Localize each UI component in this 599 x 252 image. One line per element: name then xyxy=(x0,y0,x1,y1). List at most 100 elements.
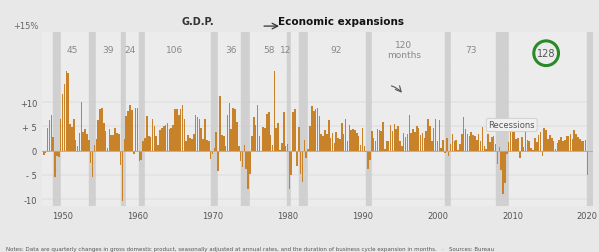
Bar xyxy=(266,115,268,151)
Bar xyxy=(140,33,145,71)
Bar xyxy=(274,71,275,151)
Bar xyxy=(145,33,211,71)
Bar xyxy=(206,140,208,151)
Bar xyxy=(49,121,50,151)
Bar xyxy=(452,134,453,151)
Bar xyxy=(285,147,286,151)
Bar xyxy=(43,151,44,155)
Bar xyxy=(504,151,506,183)
Bar xyxy=(372,33,445,71)
Bar xyxy=(461,134,462,151)
Bar xyxy=(186,141,187,151)
Bar xyxy=(126,33,140,71)
Bar xyxy=(530,149,532,151)
Bar xyxy=(277,123,279,151)
Bar xyxy=(435,120,436,151)
Bar xyxy=(433,129,434,151)
Bar xyxy=(457,150,459,151)
Bar xyxy=(107,148,108,151)
Bar xyxy=(55,151,56,177)
Bar xyxy=(367,151,369,169)
Bar xyxy=(226,116,228,151)
Bar xyxy=(93,145,95,151)
Bar xyxy=(42,33,53,71)
Bar xyxy=(83,132,84,151)
Bar xyxy=(141,151,142,161)
Bar xyxy=(116,133,117,151)
Bar xyxy=(487,134,489,151)
Bar xyxy=(219,97,221,151)
Bar xyxy=(467,134,468,151)
Bar xyxy=(71,128,72,151)
Bar xyxy=(392,132,393,151)
Bar xyxy=(324,130,326,151)
Bar xyxy=(176,109,178,151)
Bar xyxy=(576,135,577,151)
Bar xyxy=(588,33,593,71)
Bar xyxy=(126,117,127,151)
Bar xyxy=(362,128,363,151)
Bar xyxy=(343,135,344,151)
Bar xyxy=(150,137,152,151)
Bar xyxy=(50,115,52,151)
Bar xyxy=(133,151,135,154)
Bar xyxy=(585,140,586,151)
Bar xyxy=(184,119,185,151)
Bar xyxy=(309,127,311,151)
Bar xyxy=(410,133,412,151)
Bar xyxy=(330,138,331,151)
Bar xyxy=(308,71,366,207)
Bar xyxy=(195,116,196,151)
Bar xyxy=(586,151,588,175)
Bar xyxy=(445,33,450,71)
Bar xyxy=(326,134,328,151)
Bar xyxy=(174,110,176,151)
Bar xyxy=(86,134,87,151)
Bar xyxy=(168,130,170,151)
Bar xyxy=(89,33,96,71)
Bar xyxy=(335,132,337,151)
Bar xyxy=(199,119,200,151)
Bar xyxy=(337,139,339,151)
Bar xyxy=(382,122,384,151)
Bar xyxy=(234,110,236,151)
Bar xyxy=(128,111,129,151)
Bar xyxy=(232,109,234,151)
Bar xyxy=(562,141,564,151)
Bar xyxy=(440,149,442,151)
Bar xyxy=(214,148,215,151)
Bar xyxy=(380,132,382,151)
Bar xyxy=(84,129,86,151)
Bar xyxy=(341,123,343,151)
Bar xyxy=(52,138,54,151)
Bar xyxy=(216,133,217,151)
Bar xyxy=(299,33,308,71)
Bar xyxy=(135,109,137,151)
Bar xyxy=(352,129,354,151)
Bar xyxy=(425,132,427,151)
Bar xyxy=(512,132,513,151)
Bar xyxy=(257,106,258,151)
Bar xyxy=(497,151,498,165)
Bar xyxy=(262,128,264,151)
Bar xyxy=(120,71,126,207)
Bar xyxy=(372,71,445,207)
Bar xyxy=(294,110,296,151)
Bar xyxy=(414,133,416,151)
Bar xyxy=(60,71,89,207)
Bar xyxy=(148,137,150,151)
Bar xyxy=(369,151,371,160)
Text: 45: 45 xyxy=(66,46,78,55)
Bar xyxy=(159,130,161,151)
Bar xyxy=(388,141,389,151)
Text: Recessions: Recessions xyxy=(488,121,535,130)
Bar xyxy=(399,141,401,151)
Bar xyxy=(506,151,507,154)
Bar xyxy=(204,120,206,151)
Text: G.D.P.: G.D.P. xyxy=(181,16,214,26)
Bar xyxy=(319,117,320,151)
Bar xyxy=(77,146,78,151)
Bar xyxy=(268,113,270,151)
Bar xyxy=(96,71,120,207)
Bar xyxy=(495,145,497,151)
